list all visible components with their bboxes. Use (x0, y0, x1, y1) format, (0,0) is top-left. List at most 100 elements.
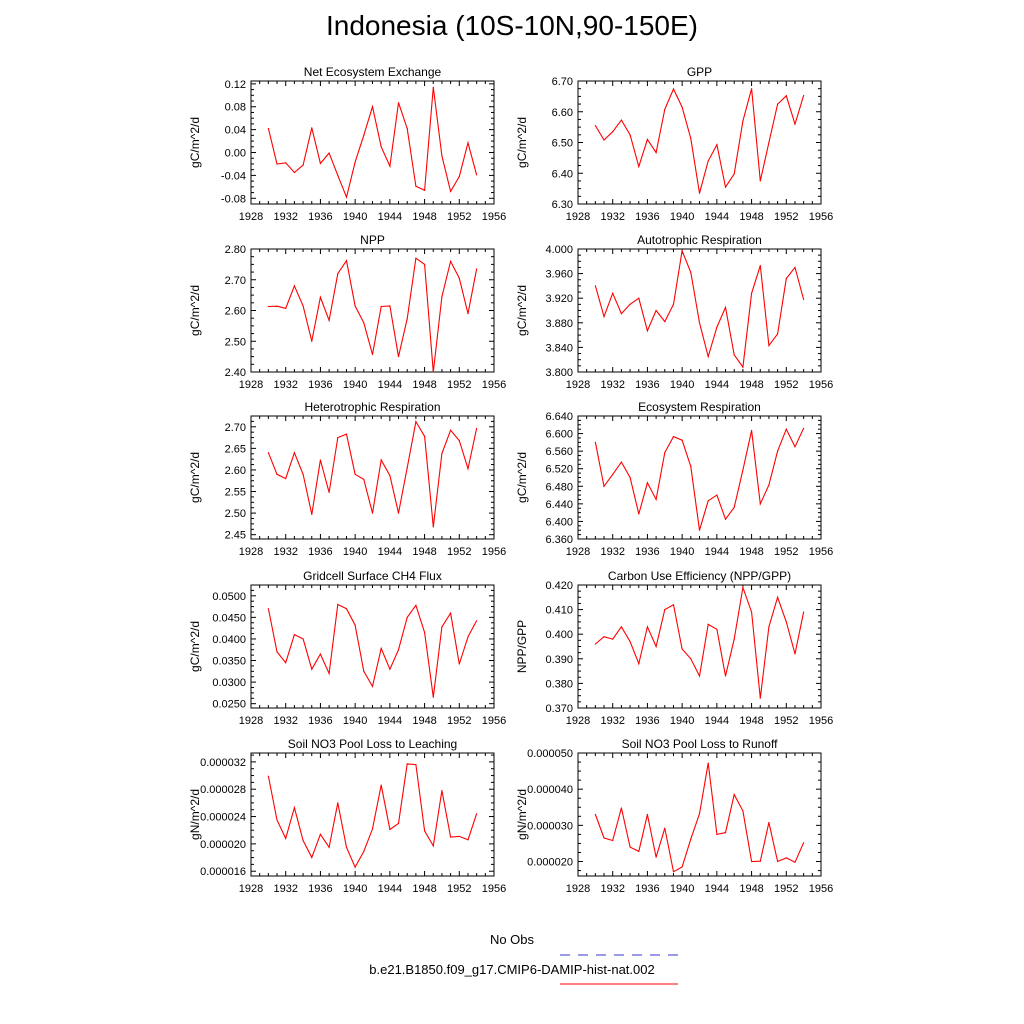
data-point (293, 452, 295, 454)
data-point (594, 813, 596, 816)
plot-frame (577, 584, 822, 709)
chart-panel-10: Soil NO3 Pool Loss to Runoff gN/m^2/d 1928… (515, 737, 833, 895)
data-point (672, 88, 675, 90)
chart-panel-9: Soil NO3 Pool Loss to Leaching gN/m^2/d 19… (188, 737, 506, 895)
y-tick-label: 0.0450 (212, 612, 246, 624)
data-point (620, 626, 622, 628)
data-point (319, 296, 322, 298)
y-tick-label: -0.04 (221, 170, 246, 182)
data-point (629, 134, 631, 136)
y-tick-label: 0.000030 (527, 820, 573, 832)
x-tick-label: 1944 (378, 715, 402, 727)
y-tick-label: 6.480 (545, 481, 573, 493)
y-tick-label: 0.0500 (212, 591, 246, 603)
data-point (450, 836, 452, 838)
y-tick-label: 6.40 (552, 168, 573, 180)
data-point (742, 810, 744, 812)
y-tick-label: 2.70 (225, 422, 246, 434)
x-tick-label: 1948 (412, 379, 436, 391)
x-tick-label: 1928 (239, 883, 263, 895)
data-point (450, 429, 452, 431)
series-line (594, 427, 805, 531)
data-point (328, 491, 330, 493)
data-point (406, 616, 408, 618)
data-point (293, 807, 295, 809)
data-point (337, 802, 339, 804)
data-point (319, 162, 322, 164)
data-point (777, 596, 779, 598)
data-point (768, 821, 770, 824)
data-point (285, 477, 287, 480)
series-line (267, 87, 478, 199)
data-point (397, 649, 400, 651)
x-tick-label: 1932 (600, 883, 624, 895)
data-point (698, 192, 701, 194)
panel-title: Ecosystem Respiration (638, 400, 761, 414)
data-point (664, 609, 666, 611)
y-tick-label: 2.60 (225, 306, 246, 318)
data-point (441, 155, 443, 157)
data-point (681, 866, 683, 868)
data-point (785, 428, 787, 430)
y-axis-label: gC/m^2/d (515, 285, 529, 336)
x-tick-label: 1952 (447, 546, 471, 558)
data-point (803, 427, 805, 429)
data-point (441, 452, 443, 455)
data-point (638, 297, 640, 299)
data-point (733, 354, 735, 356)
chart-panel-2: GPP gC/m^2/d 1928 1932 1936 1940 1944 1948 1952 1… (515, 65, 833, 223)
y-axis-label: gN/m^2/d (515, 789, 529, 840)
data-point (612, 131, 614, 133)
plot-frame (250, 415, 495, 540)
data-point (267, 127, 269, 130)
x-tick-label: 1944 (705, 546, 729, 558)
data-point (415, 604, 417, 606)
x-tick-label: 1932 (273, 715, 297, 727)
data-point (363, 670, 365, 672)
x-tick-label: 1932 (273, 379, 297, 391)
y-tick-label: 0.0250 (212, 699, 246, 711)
x-tick-label: 1928 (239, 379, 263, 391)
data-point (302, 305, 304, 307)
figure-title: Indonesia (10S-10N,90-150E) (325, 10, 698, 41)
data-point (698, 529, 701, 531)
y-tick-label: 2.60 (225, 465, 246, 477)
data-point (311, 127, 313, 129)
data-point (690, 137, 692, 140)
data-point (432, 86, 434, 88)
data-point (345, 608, 348, 610)
data-point (594, 643, 596, 645)
data-point (707, 762, 709, 764)
data-point (328, 672, 330, 675)
data-point (742, 586, 744, 589)
data-point (750, 860, 753, 863)
data-point (681, 250, 683, 252)
data-point (594, 285, 596, 287)
data-point (441, 626, 443, 628)
y-tick-label: 3.960 (545, 269, 573, 281)
data-point (363, 478, 365, 481)
data-point (794, 861, 796, 863)
x-tick-label: 1940 (343, 546, 367, 558)
data-point (759, 697, 761, 699)
y-axis-label: gC/m^2/d (188, 621, 202, 672)
y-tick-label: 6.30 (552, 199, 573, 211)
x-tick-label: 1948 (739, 379, 763, 391)
x-tick-label: 1928 (566, 379, 590, 391)
data-point (672, 604, 675, 606)
plot-frame (577, 80, 822, 205)
data-point (267, 452, 269, 454)
x-tick-label: 1948 (739, 546, 763, 558)
y-tick-label: 0.0350 (212, 656, 246, 668)
y-tick-label: 0.00 (225, 148, 246, 160)
data-point (681, 439, 683, 441)
data-point (458, 663, 460, 665)
data-point (690, 838, 692, 840)
data-point (655, 498, 657, 501)
y-tick-label: 3.800 (545, 367, 573, 379)
data-point (432, 845, 434, 847)
data-point (267, 305, 269, 308)
data-point (371, 828, 374, 830)
data-point (733, 173, 735, 175)
